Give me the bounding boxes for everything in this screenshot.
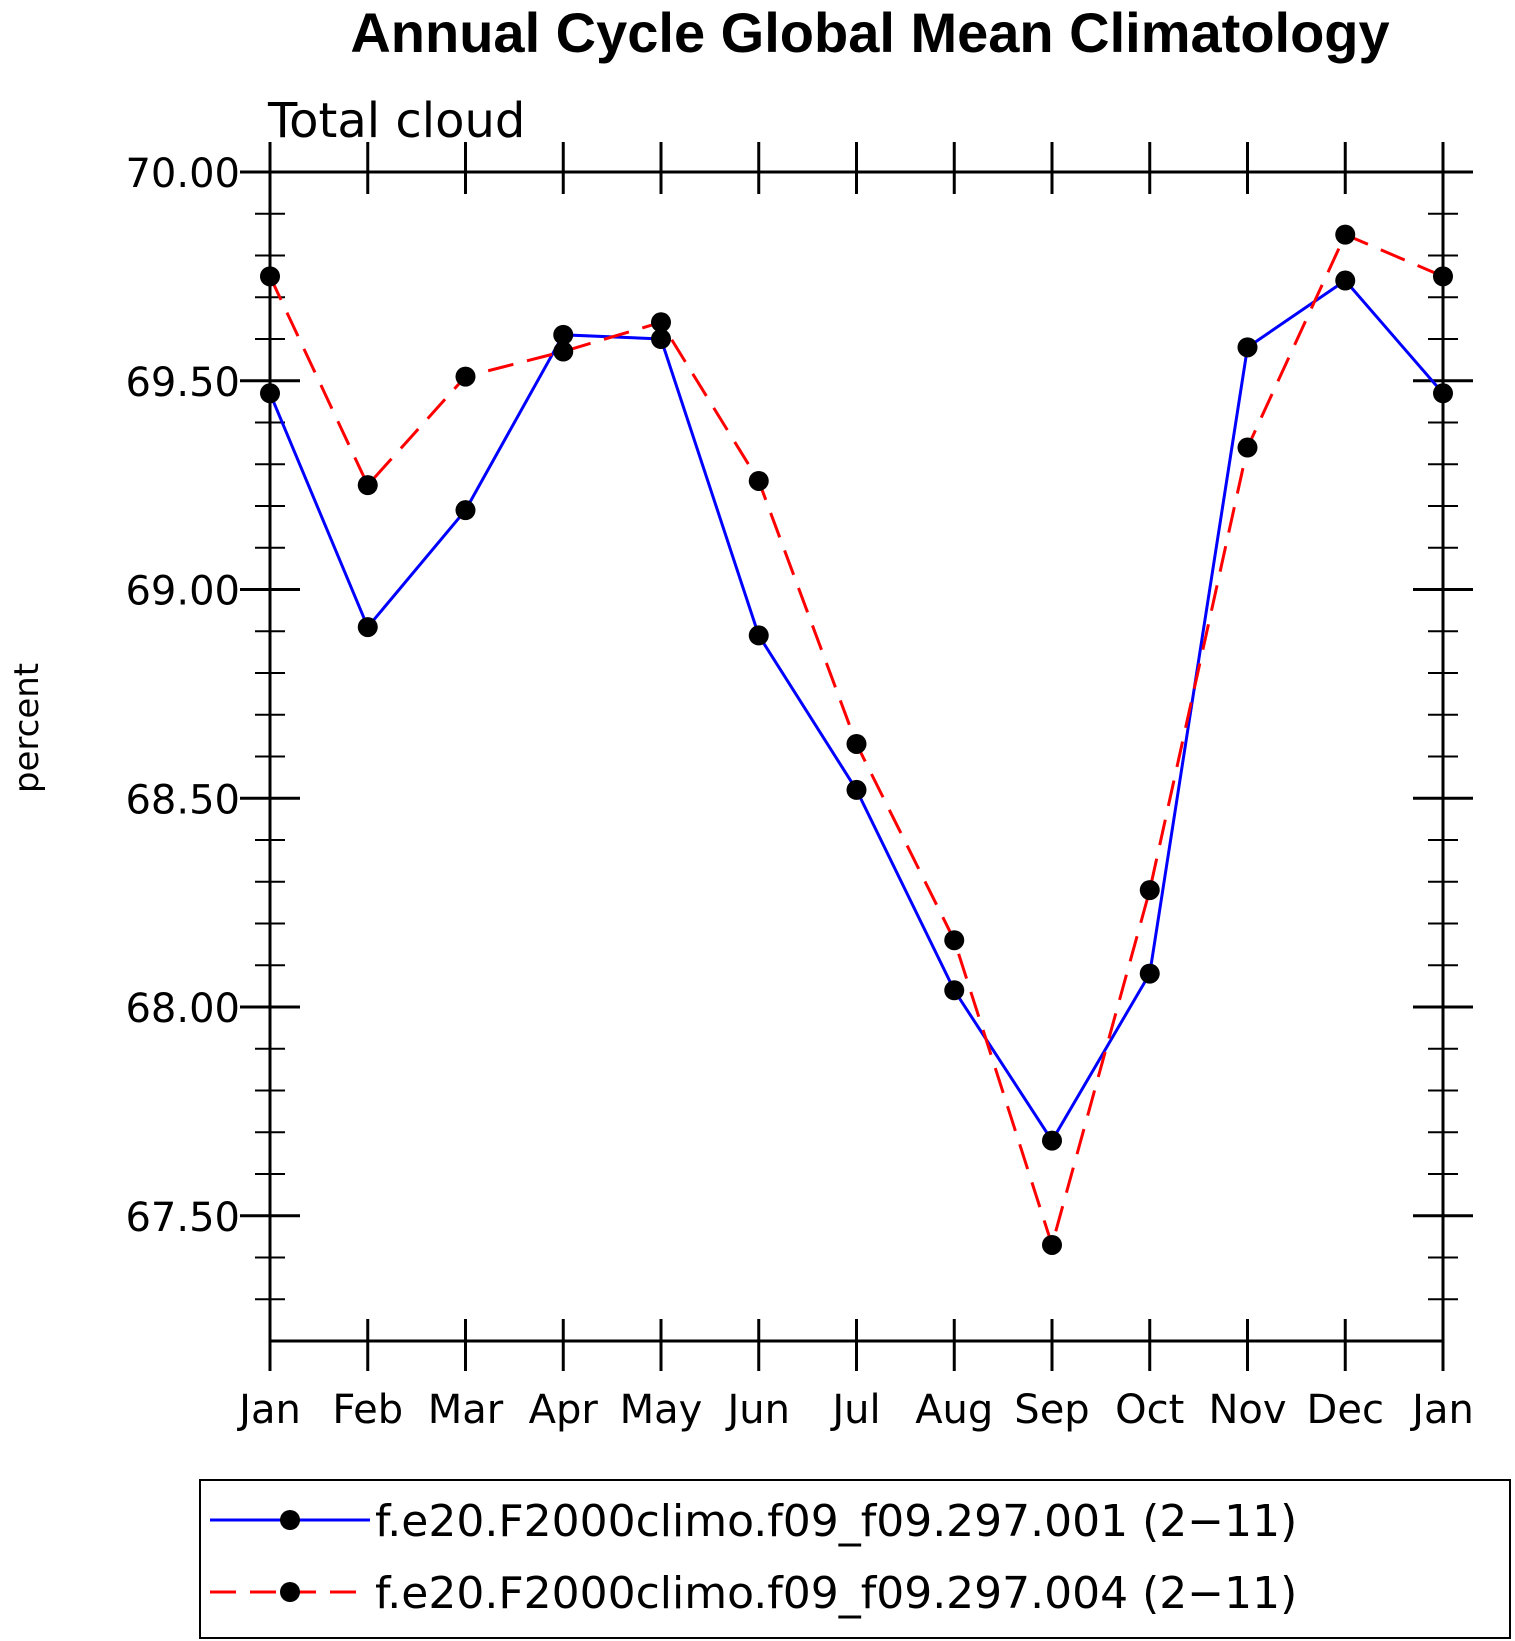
- x-tick-label: May: [620, 1387, 703, 1433]
- series-2-point: [944, 930, 965, 951]
- x-tick-label: Feb: [332, 1387, 403, 1433]
- series-layer: [260, 224, 1453, 1255]
- series-1-point: [1139, 963, 1160, 984]
- series-1-point: [357, 617, 378, 638]
- chart-subtitle: Total cloud: [267, 93, 525, 149]
- y-tick-label: 69.00: [125, 569, 240, 615]
- x-tick-label: Jun: [725, 1387, 791, 1433]
- series-1-point: [553, 324, 574, 345]
- series-1-point: [260, 383, 280, 404]
- y-tick-label: 68.00: [125, 986, 240, 1032]
- series-2-point: [1139, 880, 1160, 901]
- axis-ticks: [240, 142, 1473, 1371]
- series-1-point: [1042, 1130, 1062, 1151]
- y-tick-labels: 67.50 68.00 68.50 69.00 69.50 70.00: [125, 151, 240, 1241]
- y-axis-label: percent: [7, 663, 47, 793]
- series-2-point: [260, 266, 280, 287]
- x-tick-label: Jul: [829, 1387, 880, 1433]
- series-1-point: [748, 625, 769, 646]
- x-tick-label: Nov: [1208, 1387, 1286, 1433]
- x-tick-label: Oct: [1115, 1387, 1184, 1433]
- plot-border: [268, 170, 1445, 1343]
- x-tick-label: Dec: [1307, 1387, 1384, 1433]
- legend: f.e20.F2000climo.f09_f09.297.001 (2−11) f…: [199, 1479, 1511, 1639]
- legend-label-2: f.e20.F2000climo.f09_f09.297.004 (2−11): [375, 1568, 1297, 1619]
- series-2-point: [846, 733, 867, 754]
- x-tick-label: Aug: [915, 1387, 993, 1433]
- x-tick-label: Apr: [529, 1387, 599, 1433]
- series-2-point: [748, 470, 769, 491]
- legend-label-1: f.e20.F2000climo.f09_f09.297.001 (2−11): [375, 1496, 1297, 1547]
- plot-frame: [268, 170, 1445, 1343]
- series-1-point: [651, 329, 671, 349]
- series-1-point: [455, 500, 476, 521]
- chart-title: Annual Cycle Global Mean Climatology: [350, 1, 1389, 64]
- series-2-point: [357, 475, 378, 496]
- x-tick-label: Jan: [1409, 1387, 1474, 1433]
- series-2-point: [651, 312, 671, 333]
- y-tick-label: 68.50: [125, 777, 240, 823]
- y-tick-label: 67.50: [125, 1195, 240, 1241]
- series-2-point: [455, 366, 476, 387]
- series-1-point: [1335, 270, 1356, 291]
- y-tick-label: 70.00: [125, 151, 240, 197]
- series-1-point: [1237, 337, 1258, 358]
- x-tick-labels: Jan Feb Mar Apr May Jun Jul Aug Sep Oct Nov Dec Jan: [236, 1387, 1474, 1433]
- legend-box: [199, 1479, 1511, 1639]
- series-2-point: [1042, 1234, 1062, 1255]
- series-2-point: [1433, 266, 1453, 287]
- series-line-1: [268, 278, 1445, 1144]
- legend-marker-2: [280, 1582, 300, 1602]
- legend-marker-1: [280, 1510, 300, 1530]
- series-1-point: [1433, 383, 1453, 404]
- x-tick-label: Sep: [1014, 1387, 1089, 1433]
- x-tick-label: Mar: [428, 1387, 504, 1433]
- series-2-point: [1335, 224, 1356, 245]
- series-2-point: [1237, 437, 1258, 458]
- series-1-point: [846, 779, 867, 800]
- series-1-point: [944, 980, 965, 1001]
- x-tick-label: Jan: [236, 1387, 301, 1433]
- y-tick-label: 69.50: [125, 360, 240, 406]
- series-2-point: [553, 341, 574, 362]
